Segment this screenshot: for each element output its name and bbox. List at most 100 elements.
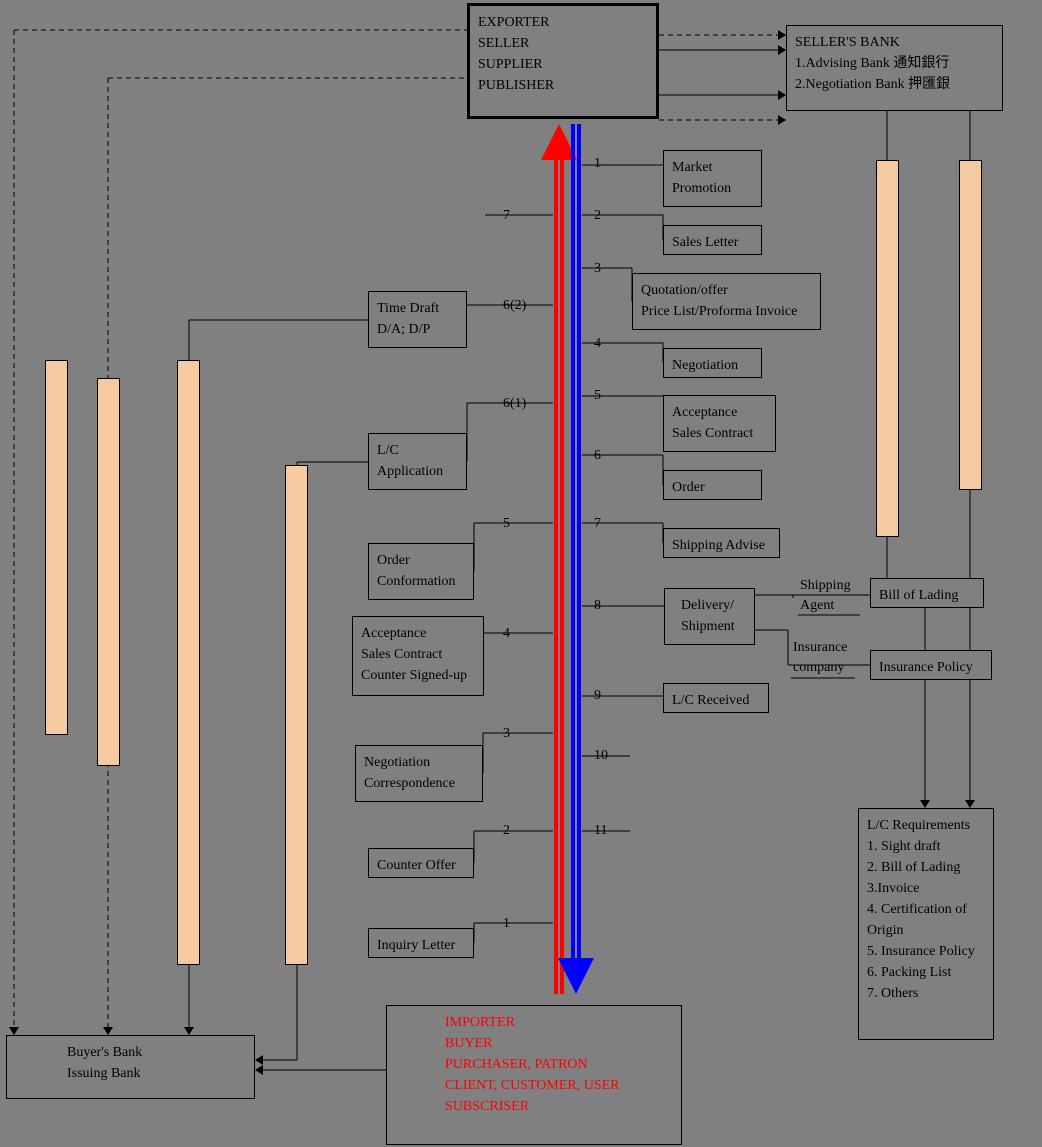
right-box-8-l0: L/C Received	[672, 690, 760, 711]
right-box-6: Shipping Advise	[663, 528, 780, 558]
lcq-l3: 2. Bill of Lading	[867, 857, 985, 878]
left-num-6(1): 6(1)	[503, 396, 526, 412]
right-box-4-l0: Acceptance	[672, 402, 767, 423]
ins-text: Insurance Policy	[879, 660, 973, 675]
right-num-10: 10	[594, 748, 608, 764]
seller-bank-l2: 1.Advising Bank 通知銀行	[795, 53, 994, 74]
lcq-l6: Origin	[867, 920, 985, 941]
left-box-1-l0: Time Draft	[377, 298, 458, 319]
left-box-3: OrderConformation	[368, 543, 474, 600]
importer-l5: SUBSCRISER	[445, 1096, 673, 1117]
importer-l4: CLIENT, CUSTOMER, USER	[445, 1075, 673, 1096]
left-box-4: AcceptanceSales ContractCounter Signed-u…	[352, 616, 484, 696]
left-box-6-l0: Counter Offer	[377, 855, 465, 876]
vertical-bar-5	[959, 160, 982, 490]
left-num-6(2): 6(2)	[503, 298, 526, 314]
exporter-l2: SELLER	[478, 33, 648, 54]
insurance-l1: Insurance	[793, 640, 847, 656]
importer-l1: IMPORTER	[445, 1012, 673, 1033]
left-box-2-l1: Application	[377, 461, 458, 482]
right-num-8: 8	[594, 598, 601, 614]
left-num-3: 3	[503, 726, 510, 742]
buyer-bank-box: Buyer's Bank Issuing Bank	[6, 1035, 255, 1099]
left-box-1: Time DraftD/A; D/P	[368, 291, 467, 348]
lcq-l8: 6. Packing List	[867, 962, 985, 983]
right-box-6-l0: Shipping Advise	[672, 535, 771, 556]
vertical-bar-4	[876, 160, 899, 537]
bol-text: Bill of Lading	[879, 588, 958, 603]
right-num-5: 5	[594, 388, 601, 404]
right-num-9: 9	[594, 688, 601, 704]
right-box-8: L/C Received	[663, 683, 769, 713]
exporter-l1: EXPORTER	[478, 12, 648, 33]
right-num-6: 6	[594, 448, 601, 464]
left-box-3-l1: Conformation	[377, 571, 465, 592]
right-box-0-l1: Promotion	[672, 178, 753, 199]
right-box-3-l0: Negotiation	[672, 355, 753, 376]
left-box-4-l2: Counter Signed-up	[361, 665, 475, 686]
left-box-5-l1: Correspondence	[364, 773, 474, 794]
lcq-l7: 5. Insurance Policy	[867, 941, 985, 962]
left-num-7: 7	[503, 208, 510, 224]
exporter-l3: SUPPLIER	[478, 54, 648, 75]
right-box-2-l1: Price List/Proforma Invoice	[641, 301, 812, 322]
right-num-7: 7	[594, 516, 601, 532]
left-box-3-l0: Order	[377, 550, 465, 571]
vertical-bar-3	[285, 465, 308, 965]
left-box-5: NegotiationCorrespondence	[355, 745, 483, 802]
left-box-2: L/CApplication	[368, 433, 467, 490]
insurance-policy-box: Insurance Policy	[870, 650, 992, 680]
shipping-agent-l2: Agent	[800, 598, 834, 614]
buyer-bank-l1: Buyer's Bank	[67, 1042, 246, 1063]
left-num-1: 1	[503, 916, 510, 932]
left-box-2-l0: L/C	[377, 440, 458, 461]
importer-l3: PURCHASER, PATRON	[445, 1054, 673, 1075]
right-box-0: MarketPromotion	[663, 150, 762, 207]
lc-req-box: L/C Requirements 1. Sight draft 2. Bill …	[858, 808, 994, 1040]
right-box-3: Negotiation	[663, 348, 762, 378]
right-num-4: 4	[594, 336, 601, 352]
seller-bank-l3: 2.Negotiation Bank 押匯銀	[795, 74, 994, 95]
right-box-7-l0: Delivery/	[681, 595, 746, 616]
lcq-l5: 4. Certification of	[867, 899, 985, 920]
right-num-11: 11	[594, 823, 607, 839]
left-box-7-l0: Inquiry Letter	[377, 935, 465, 956]
vertical-bar-0	[45, 360, 68, 735]
right-box-2-l0: Quotation/offer	[641, 280, 812, 301]
importer-l2: BUYER	[445, 1033, 673, 1054]
left-box-4-l1: Sales Contract	[361, 644, 475, 665]
lcq-l9: 7. Others	[867, 983, 985, 1004]
right-box-1-l0: Sales Letter	[672, 232, 753, 253]
right-num-1: 1	[594, 156, 601, 172]
left-box-7: Inquiry Letter	[368, 928, 474, 958]
left-box-1-l1: D/A; D/P	[377, 319, 458, 340]
seller-bank-box: SELLER'S BANK 1.Advising Bank 通知銀行 2.Neg…	[786, 25, 1003, 111]
vertical-bar-1	[97, 378, 120, 766]
importer-box: IMPORTER BUYER PURCHASER, PATRON CLIENT,…	[386, 1005, 682, 1145]
right-num-3: 3	[594, 261, 601, 277]
right-box-0-l0: Market	[672, 157, 753, 178]
vertical-bar-2	[177, 360, 200, 965]
right-box-1: Sales Letter	[663, 225, 762, 255]
insurance-l2: company	[793, 660, 844, 676]
right-box-5: Order	[663, 470, 762, 500]
right-box-2: Quotation/offerPrice List/Proforma Invoi…	[632, 273, 821, 330]
right-box-4: AcceptanceSales Contract	[663, 395, 776, 452]
left-num-4: 4	[503, 626, 510, 642]
lcq-l2: 1. Sight draft	[867, 836, 985, 857]
left-box-6: Counter Offer	[368, 848, 474, 878]
right-box-4-l1: Sales Contract	[672, 423, 767, 444]
left-num-2: 2	[503, 823, 510, 839]
exporter-box: EXPORTER SELLER SUPPLIER PUBLISHER	[467, 3, 659, 119]
diagram-stage: EXPORTER SELLER SUPPLIER PUBLISHER SELLE…	[0, 0, 1042, 1147]
lcq-l1: L/C Requirements	[867, 815, 985, 836]
lcq-l4: 3.Invoice	[867, 878, 985, 899]
right-box-7-l1: Shipment	[681, 616, 746, 637]
bill-of-lading-box: Bill of Lading	[870, 578, 984, 608]
right-box-5-l0: Order	[672, 477, 753, 498]
exporter-l4: PUBLISHER	[478, 75, 648, 96]
buyer-bank-l2: Issuing Bank	[67, 1063, 246, 1084]
left-num-5: 5	[503, 516, 510, 532]
shipping-agent-l1: Shipping	[800, 578, 851, 594]
left-box-4-l0: Acceptance	[361, 623, 475, 644]
